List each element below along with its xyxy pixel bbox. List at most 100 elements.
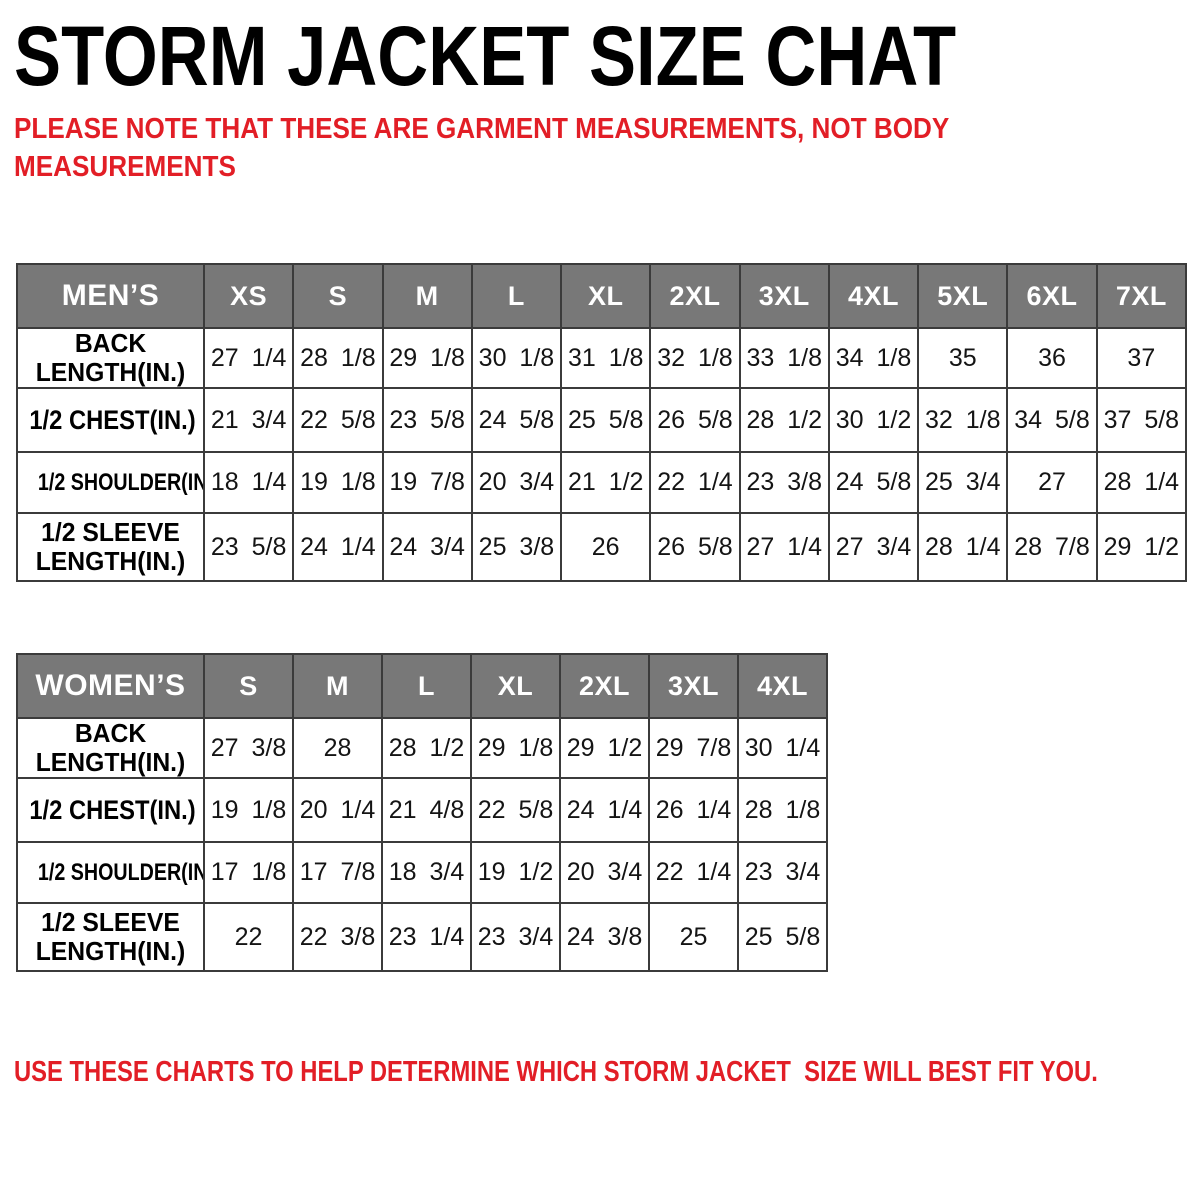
measurement-note-line2: MEASUREMENTS (14, 151, 236, 183)
table-row: BACK LENGTH(IN.) 27 3/8 28 28 1/2 29 1/8… (16, 716, 828, 780)
value-cell: 33 1/8 (738, 326, 830, 390)
value-cell: 32 1/8 (917, 387, 1009, 454)
value-cell: 29 7/8 (648, 716, 739, 780)
header-cell: XS (202, 263, 295, 329)
value-cell: 23 3/4 (737, 841, 828, 905)
row-label-cell: 1/2 SLEEVE LENGTH(IN.) (16, 512, 205, 583)
table-row: 1/2 SHOULDER(IN.) 17 1/8 17 7/8 18 3/4 1… (16, 841, 828, 905)
value-cell: 24 5/8 (470, 387, 563, 454)
value-cell: 19 1/8 (292, 451, 384, 515)
header-cell: XL (560, 263, 652, 329)
value-cell: 20 3/4 (559, 841, 650, 905)
value-cell: 21 4/8 (381, 777, 472, 844)
header-cell: S (203, 653, 294, 719)
value-cell: 29 1/2 (1095, 512, 1188, 583)
value-cell: 20 1/4 (292, 777, 383, 844)
table-row: 1/2 CHEST(IN.) 21 3/4 22 5/8 23 5/8 24 5… (16, 387, 1188, 454)
value-cell: 28 1/4 (917, 512, 1009, 583)
value-cell: 25 5/8 (560, 387, 652, 454)
header-cell: XL (470, 653, 561, 719)
row-label: 1/2 SLEEVE LENGTH(IN.) (35, 517, 186, 577)
value-cell: 28 1/8 (292, 326, 384, 390)
row-label: 1/2 CHEST(IN.) (29, 794, 196, 825)
row-label-cell: BACK LENGTH(IN.) (16, 716, 205, 780)
row-label: 1/2 SLEEVE LENGTH(IN.) (35, 907, 186, 967)
value-cell: 27 3/8 (203, 716, 294, 780)
value-cell: 25 (648, 902, 739, 973)
value-cell: 29 1/8 (470, 716, 561, 780)
header-cell: 4XL (827, 263, 920, 329)
value-cell: 29 1/2 (559, 716, 650, 780)
row-label: 1/2 CHEST(IN.) (29, 404, 196, 435)
value-cell: 23 3/4 (470, 902, 561, 973)
value-cell: 28 1/8 (737, 777, 828, 844)
header-cell: S (292, 263, 384, 329)
value-cell: 17 7/8 (292, 841, 383, 905)
table-header-row: WOMEN’S S M L XL 2XL 3XL 4XL (16, 653, 828, 719)
value-cell: 24 1/4 (292, 512, 384, 583)
fit-note: USE THESE CHARTS TO HELP DETERMINE WHICH… (14, 1056, 1098, 1088)
value-cell: 34 5/8 (1006, 387, 1098, 454)
value-cell: 18 3/4 (381, 841, 472, 905)
value-cell: 27 (1006, 451, 1098, 515)
value-cell: 22 3/8 (292, 902, 383, 973)
row-label: 1/2 SHOULDER(IN.) (37, 468, 204, 496)
header-cell: M (381, 263, 473, 329)
value-cell: 28 1/2 (381, 716, 472, 780)
value-cell: 28 7/8 (1006, 512, 1098, 583)
value-cell: 22 1/4 (649, 451, 741, 515)
header-cell: 4XL (737, 653, 828, 719)
value-cell: 23 5/8 (202, 512, 295, 583)
table-row: 1/2 SHOULDER(IN.) 18 1/4 19 1/8 19 7/8 2… (16, 451, 1188, 515)
value-cell: 28 (292, 716, 383, 780)
value-cell: 29 1/8 (381, 326, 473, 390)
value-cell: 25 3/4 (917, 451, 1009, 515)
value-cell: 34 1/8 (827, 326, 920, 390)
value-cell: 25 3/8 (470, 512, 563, 583)
row-label: BACK LENGTH(IN.) (35, 328, 186, 388)
header-cell: 3XL (738, 263, 830, 329)
value-cell: 19 1/2 (470, 841, 561, 905)
value-cell: 37 (1095, 326, 1188, 390)
value-cell: 22 1/4 (648, 841, 739, 905)
value-cell: 30 1/8 (470, 326, 563, 390)
row-label-cell: 1/2 CHEST(IN.) (16, 387, 205, 454)
mens-size-table: MEN’S XS S M L XL 2XL 3XL 4XL 5XL 6XL 7X… (16, 263, 1188, 583)
value-cell: 24 3/4 (381, 512, 473, 583)
row-label-cell: 1/2 SHOULDER(IN.) (16, 451, 205, 515)
header-cell: 5XL (917, 263, 1009, 329)
value-cell: 24 3/8 (559, 902, 650, 973)
value-cell: 23 5/8 (381, 387, 473, 454)
table-row: BACK LENGTH(IN.) 27 1/4 28 1/8 29 1/8 30… (16, 326, 1188, 390)
value-cell: 23 1/4 (381, 902, 472, 973)
value-cell: 24 1/4 (559, 777, 650, 844)
measurement-note-line1: PLEASE NOTE THAT THESE ARE GARMENT MEASU… (14, 113, 950, 145)
value-cell: 22 5/8 (292, 387, 384, 454)
value-cell: 26 (560, 512, 652, 583)
header-cell: 7XL (1095, 263, 1188, 329)
value-cell: 30 1/2 (827, 387, 920, 454)
page-title-text: STORM JACKET SIZE CHAT (14, 9, 957, 103)
header-cell: 6XL (1006, 263, 1098, 329)
row-label-cell: 1/2 SHOULDER(IN.) (16, 841, 205, 905)
table-row: 1/2 CHEST(IN.) 19 1/8 20 1/4 21 4/8 22 5… (16, 777, 828, 844)
header-cell: L (381, 653, 472, 719)
value-cell: 32 1/8 (649, 326, 741, 390)
value-cell: 27 1/4 (202, 326, 295, 390)
value-cell: 26 1/4 (648, 777, 739, 844)
value-cell: 37 5/8 (1095, 387, 1188, 454)
header-cell: L (470, 263, 563, 329)
value-cell: 25 5/8 (737, 902, 828, 973)
page-title: STORM JACKET SIZE CHAT (14, 8, 1136, 105)
value-cell: 18 1/4 (202, 451, 295, 515)
value-cell: 26 5/8 (649, 387, 741, 454)
value-cell: 36 (1006, 326, 1098, 390)
header-cell: 3XL (648, 653, 739, 719)
value-cell: 20 3/4 (470, 451, 563, 515)
value-cell: 24 5/8 (827, 451, 920, 515)
header-cell: M (292, 653, 383, 719)
value-cell: 26 5/8 (649, 512, 741, 583)
value-cell: 35 (917, 326, 1009, 390)
measurement-note: PLEASE NOTE THAT THESE ARE GARMENT MEASU… (14, 110, 1053, 186)
row-label-cell: BACK LENGTH(IN.) (16, 326, 205, 390)
